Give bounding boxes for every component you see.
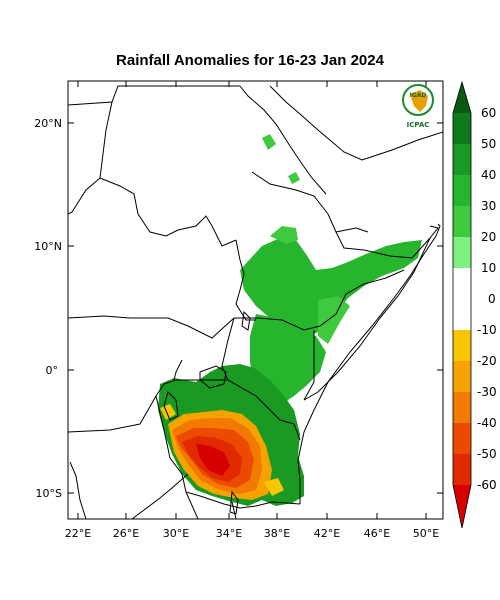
colorbar-label-50: 50 [481,137,496,151]
colorbar-over-triangle [453,82,471,113]
colorbar-label-m10: -10 [477,323,497,337]
lake-turkana [241,310,251,331]
lake-victoria [199,365,227,389]
colorbar-labels: 60 50 40 30 20 10 0 -10 -20 -30 -40 -50 … [477,106,497,492]
logo-igad-text: IGAD [410,92,427,99]
positive-anomaly-ethiopia-north [270,226,298,244]
lat-label-20n: 20°N [34,117,62,130]
coastline [297,223,441,504]
colorbar-label-20: 20 [481,230,496,244]
colorbar: 60 50 40 30 20 10 0 -10 -20 -30 -40 -50 … [452,80,497,529]
colorbar-label-0: 0 [488,292,496,306]
colorbar-label-m20: -20 [477,354,497,368]
lon-label-26e: 26°E [113,527,139,540]
negative-anomaly-areas [160,404,284,500]
colorbar-segment-neutral [453,268,471,330]
lat-label-equator: 0° [46,364,59,377]
logo-icpac-text: ICPAC [407,121,430,129]
lon-label-34e: 34°E [216,527,242,540]
colorbar-segment-30-40 [453,175,471,206]
lakes [163,310,251,515]
lon-label-42e: 42°E [314,527,340,540]
colorbar-segment-m20-m30 [453,361,471,392]
colorbar-segment-10-20 [453,237,471,268]
colorbar-label-30: 30 [481,199,496,213]
lat-label-10n: 10°N [34,240,62,253]
map-title: Rainfall Anomalies for 16-23 Jan 2024 [116,52,384,69]
colorbar-label-m50: -50 [477,447,497,461]
lon-label-46e: 46°E [364,527,390,540]
lake-malawi [229,490,239,515]
country-boundaries [68,85,443,519]
colorbar-label-m30: -30 [477,385,497,399]
lon-label-30e: 30°E [163,527,189,540]
positive-anomaly-red-sea [262,134,300,184]
colorbar-segment-40-50 [453,144,471,175]
igad-icpac-logo: IGAD ICPAC [402,84,434,129]
colorbar-label-60: 60 [481,106,496,120]
longitude-labels: 22°E 26°E 30°E 34°E 38°E 42°E 46°E 50°E [65,527,439,540]
colorbar-segment-50-60 [453,113,471,144]
positive-anomaly-somalia [318,296,350,344]
map-frame [67,80,444,520]
lon-label-38e: 38°E [264,527,290,540]
colorbar-label-m40: -40 [477,416,497,430]
positive-anomaly-horn [240,238,422,338]
lon-label-22e: 22°E [65,527,91,540]
axis-ticks [68,81,443,519]
colorbar-label-40: 40 [481,168,496,182]
colorbar-segment-m40-m50 [453,423,471,454]
lat-label-10s: 10°S [36,487,62,500]
anomaly-shading [158,134,422,506]
colorbar-segment-m30-m40 [453,392,471,423]
lake-tanganyika [163,391,179,421]
lon-label-50e: 50°E [413,527,439,540]
colorbar-label-10: 10 [481,261,496,275]
colorbar-segment-m10-m20 [453,330,471,361]
colorbar-segment-m50-m60 [453,454,471,485]
colorbar-under-triangle [453,485,471,528]
colorbar-segment-20-30 [453,206,471,237]
colorbar-label-m60: -60 [477,478,497,492]
latitude-labels: 20°N 10°N 0° 10°S [34,117,62,500]
